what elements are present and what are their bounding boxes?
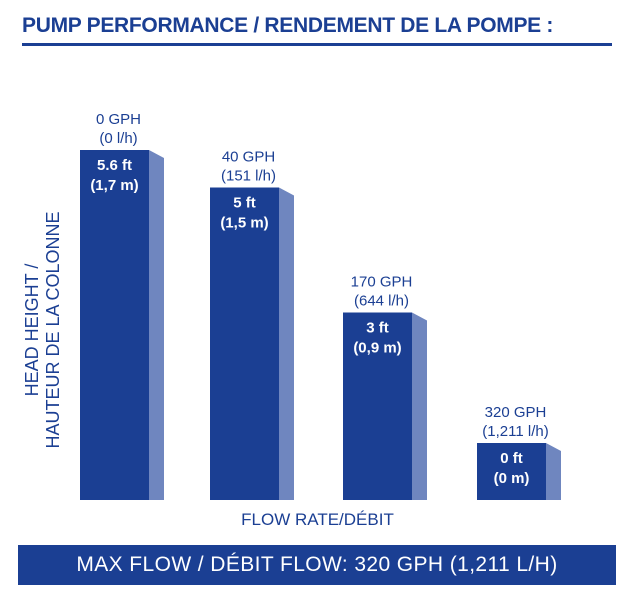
flow-rate-label: (151 l/h) <box>221 168 276 185</box>
flow-rate-label: (644 l/h) <box>354 293 409 310</box>
bar-value-label: 3 ft <box>366 320 389 337</box>
bar-side-shade <box>279 187 294 500</box>
bar <box>210 187 279 500</box>
bar <box>80 150 149 500</box>
bar-value-label: (1,5 m) <box>220 215 268 232</box>
max-flow-banner: MAX FLOW / DÉBIT FLOW: 320 GPH (1,211 L/… <box>18 545 616 585</box>
flow-rate-label: 40 GPH <box>222 149 275 166</box>
bar-value-label: (1,7 m) <box>90 177 138 194</box>
flow-rate-label: (0 l/h) <box>99 130 137 147</box>
x-axis-label: FLOW RATE/DÉBIT <box>241 510 394 529</box>
flow-rate-label: (1,211 l/h) <box>482 423 548 440</box>
flow-rate-label: 320 GPH <box>485 404 547 421</box>
bar-side-shade <box>412 312 427 500</box>
bar-value-label: 5.6 ft <box>97 157 132 174</box>
flow-rate-label: 0 GPH <box>96 111 141 128</box>
title-underline <box>22 43 612 46</box>
bar-value-label: (0 m) <box>494 470 530 487</box>
bar <box>343 312 412 500</box>
bar-value-label: 0 ft <box>500 450 523 467</box>
bar-side-shade <box>546 443 561 500</box>
bar-value-label: (0,9 m) <box>353 340 401 357</box>
bar-side-shade <box>149 150 164 500</box>
chart-title: PUMP PERFORMANCE / RENDEMENT DE LA POMPE… <box>22 14 554 37</box>
bar-value-label: 5 ft <box>233 195 256 212</box>
bar <box>477 443 546 500</box>
flow-rate-label: 170 GPH <box>351 274 413 291</box>
